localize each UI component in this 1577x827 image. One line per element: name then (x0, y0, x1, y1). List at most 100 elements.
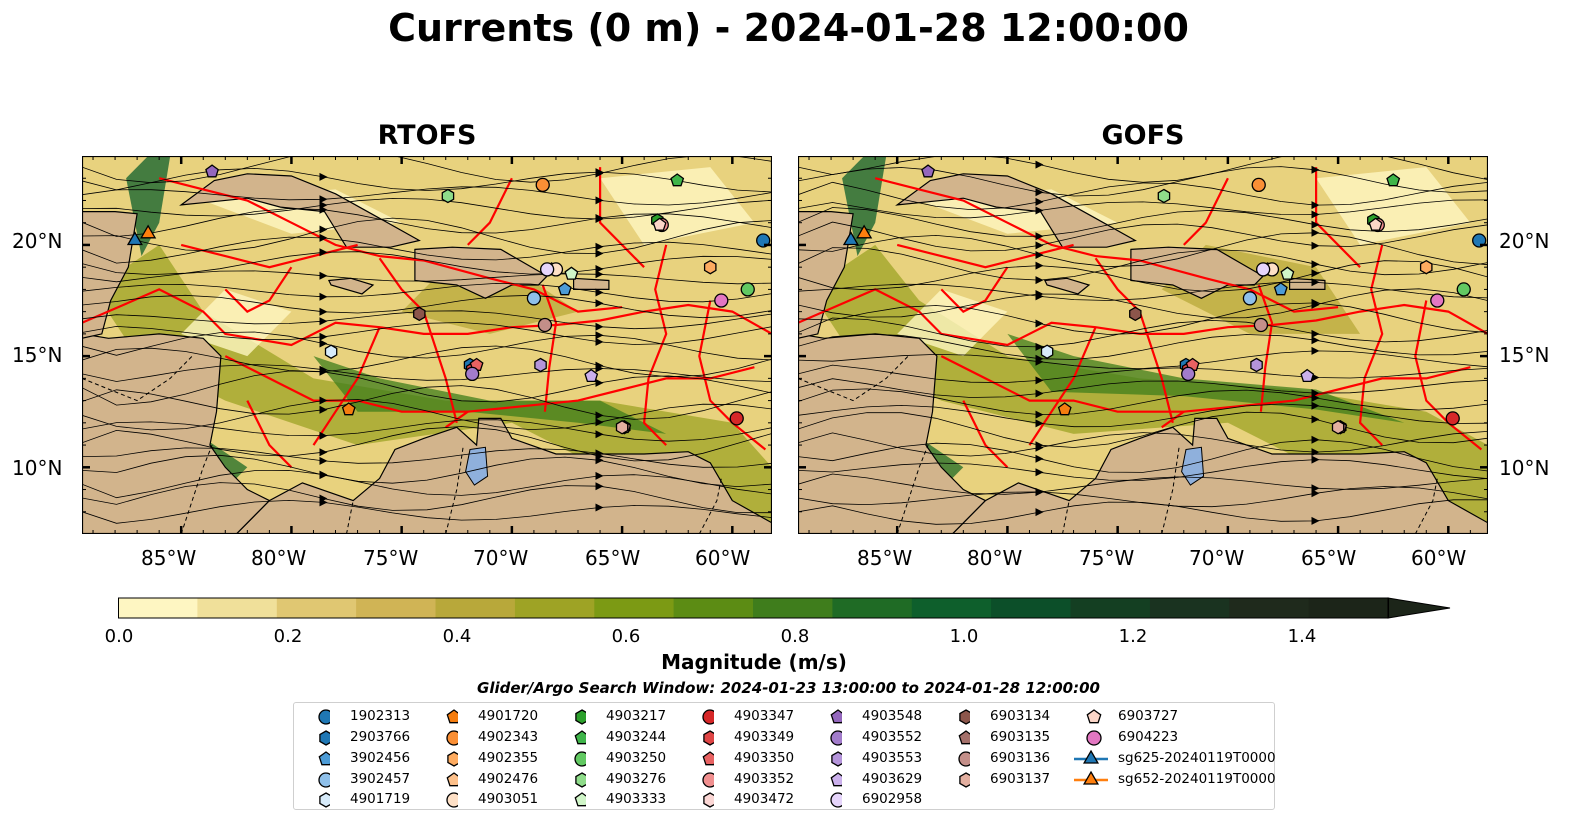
streamline-arrow (1311, 260, 1320, 269)
streamline (798, 499, 1488, 525)
streamline (798, 378, 1488, 398)
streamline (798, 411, 1488, 448)
streamline (798, 403, 1488, 428)
border-line (1414, 478, 1438, 534)
eez-boundary (698, 300, 767, 451)
legend-label: 4903472 (734, 791, 795, 807)
lon-label-right: 60°W (1411, 546, 1467, 570)
streamline (82, 156, 772, 184)
colorbar-segment (991, 598, 1072, 618)
argo-float-marker (1251, 177, 1266, 193)
argo-float-marker (1040, 344, 1054, 359)
argo-float-marker (526, 291, 542, 306)
argo-float-marker (1255, 262, 1271, 277)
eez-boundary (1358, 244, 1384, 446)
legend-marker-icon (959, 709, 970, 725)
streamline-arrow (595, 299, 604, 308)
current-magnitude-patch (1316, 167, 1471, 245)
lon-label-right: 70°W (1189, 546, 1245, 570)
border-line (1161, 445, 1180, 534)
colorbar-segment (753, 598, 833, 618)
current-magnitude-patch (842, 156, 887, 257)
streamline-arrow (319, 292, 328, 301)
colorbar-segment (514, 598, 595, 618)
streamline (82, 454, 772, 488)
land-polygon (82, 333, 271, 534)
argo-float-marker (1300, 368, 1315, 383)
streamline (82, 482, 772, 514)
colorbar-segment (356, 598, 437, 618)
legend-label: 1902313 (350, 708, 411, 724)
streamline (82, 370, 772, 406)
glider-marker (126, 231, 143, 246)
legend-label: 4903349 (734, 729, 795, 745)
legend: 1902313 2903766 3902456 3902457 4901719 … (293, 702, 1276, 810)
argo-float-marker (740, 282, 755, 297)
colorbar-segment (197, 598, 278, 618)
lat-label-left: 10°N (12, 456, 63, 480)
legend-marker-icon (574, 792, 586, 807)
streamline-arrow (595, 169, 604, 178)
legend-label: 4902343 (478, 729, 539, 745)
streamline-arrow (595, 331, 604, 340)
streamline (798, 388, 1488, 416)
colorbar-tick: 1.4 (1287, 626, 1317, 647)
legend-label: 4903250 (606, 750, 667, 766)
lat-label-right: 20°N (1499, 229, 1550, 253)
streamline (798, 207, 1488, 237)
legend-label: 4903051 (478, 791, 539, 807)
streamline (82, 322, 772, 345)
land-polygon (179, 173, 421, 248)
eez-boundary (224, 355, 755, 413)
streamline (798, 260, 1488, 293)
streamline-arrow (1035, 261, 1044, 270)
streamline-arrow (1035, 376, 1044, 385)
streamline-arrow (1035, 241, 1044, 250)
panel-title-gofs: GOFS (1101, 120, 1185, 151)
argo-float-marker (465, 366, 480, 382)
land-polygon (414, 246, 549, 299)
legend-label: 4903276 (606, 771, 667, 787)
streamline-arrow (1035, 508, 1044, 517)
legend-label: 6903136 (990, 750, 1051, 766)
argo-float-marker (1273, 282, 1288, 296)
streamline-arrow (1035, 197, 1044, 206)
argo-float-marker (557, 282, 572, 296)
streamline-arrow (319, 339, 328, 348)
legend-marker-icon (447, 751, 458, 767)
colorbar-tick: 0.2 (273, 626, 303, 647)
lon-label-right: 80°W (967, 546, 1023, 570)
streamline-arrow (1311, 336, 1320, 345)
legend-label: 4903217 (606, 708, 667, 724)
colorbar-tick: 1.2 (1118, 626, 1148, 647)
legend-label: 4903552 (862, 729, 923, 745)
legend-label: 3902456 (350, 750, 411, 766)
streamline-arrow (319, 317, 328, 326)
streamline (798, 302, 1488, 335)
argo-float-marker (441, 188, 455, 204)
argo-float-marker (564, 266, 579, 280)
legend-marker-icon (446, 730, 458, 746)
eez-boundary (445, 410, 469, 429)
argo-float-marker (703, 259, 717, 275)
legend-marker-icon (830, 730, 842, 746)
glider-marker (140, 224, 157, 239)
argo-float-marker (1057, 402, 1072, 416)
streamline (82, 364, 772, 382)
legend-label: 4901719 (350, 791, 411, 807)
streamline (82, 331, 772, 361)
legend-marker-icon (446, 772, 458, 787)
legend-label: 4901720 (478, 708, 539, 724)
legend-marker-icon (446, 709, 458, 724)
eez-boundary (1161, 410, 1185, 429)
land-polygon (1130, 246, 1265, 299)
streamline-arrow (1035, 342, 1044, 351)
land-polygon (798, 210, 854, 339)
glider-marker (856, 224, 873, 239)
argo-float-marker (652, 217, 667, 231)
argo-float-marker (1253, 317, 1269, 333)
legend-marker-icon (831, 751, 842, 767)
eez-boundary (82, 288, 772, 347)
streamline (82, 217, 772, 254)
streamline (82, 499, 772, 524)
